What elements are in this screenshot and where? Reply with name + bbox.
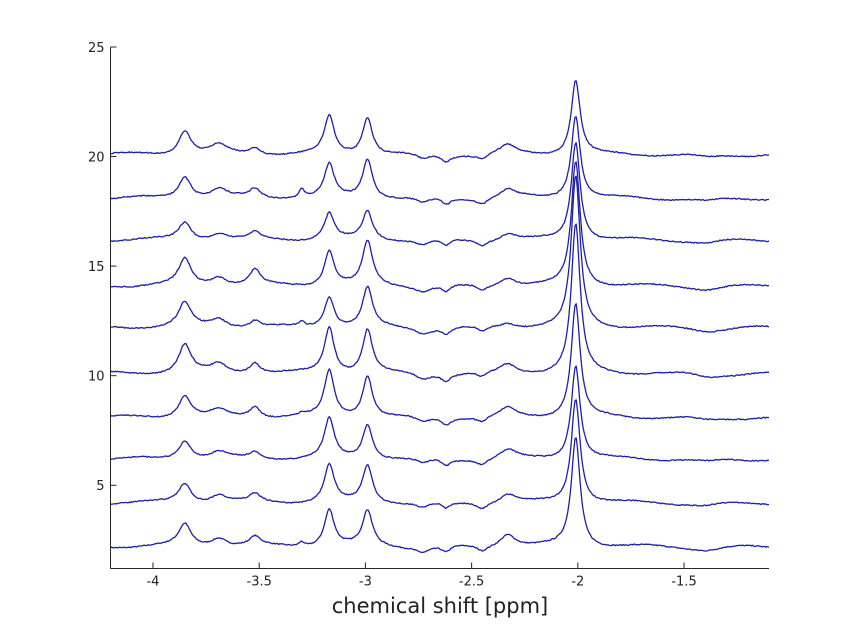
spectrum-line bbox=[110, 303, 770, 426]
x-tick-label: -3 bbox=[359, 575, 372, 590]
spectrum-line bbox=[110, 365, 770, 467]
x-ticks: -4 -3.5 -3 -2.5 -2 -1.5 bbox=[146, 562, 697, 590]
spectrum-line bbox=[110, 80, 770, 163]
y-tick-label: 25 bbox=[88, 41, 105, 56]
y-tick-label: 15 bbox=[88, 260, 105, 275]
spectrum-line bbox=[110, 437, 770, 554]
y-tick-label: 20 bbox=[88, 151, 105, 166]
spectrum-line bbox=[110, 175, 770, 336]
spectrum-line bbox=[110, 142, 770, 247]
series-layer bbox=[110, 80, 770, 554]
x-tick-label: -2.5 bbox=[459, 575, 484, 590]
x-tick-label: -4 bbox=[146, 575, 159, 590]
spectrum-line bbox=[110, 399, 770, 510]
x-tick-label: -2 bbox=[571, 575, 584, 590]
x-tick-label: -1.5 bbox=[671, 575, 696, 590]
axes bbox=[110, 47, 769, 569]
y-tick-label: 10 bbox=[88, 370, 105, 385]
spectrum-line bbox=[110, 116, 770, 205]
y-ticks: 5 10 15 20 25 bbox=[88, 41, 117, 494]
spectrum-line bbox=[110, 223, 770, 383]
y-tick-label: 5 bbox=[96, 479, 104, 494]
spectrum-line bbox=[110, 161, 770, 293]
x-axis-title: chemical shift [ppm] bbox=[332, 594, 549, 618]
x-tick-label: -3.5 bbox=[247, 575, 272, 590]
